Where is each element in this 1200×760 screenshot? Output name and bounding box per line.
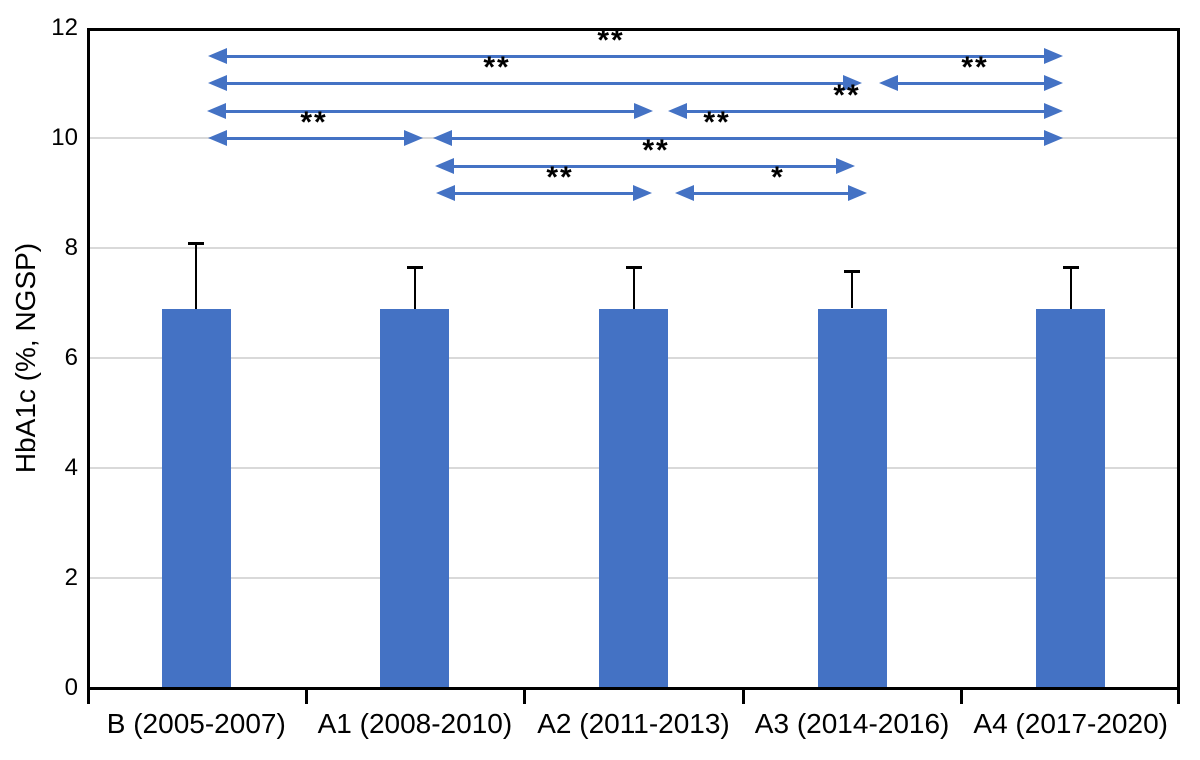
- arrowhead-left-icon: [436, 185, 455, 201]
- significance-label: **: [642, 134, 670, 167]
- error-bar-line: [413, 267, 416, 309]
- x-category-label: A1 (2008-2010): [317, 708, 513, 739]
- error-bar-line: [851, 271, 854, 309]
- arrowhead-right-icon: [843, 75, 862, 91]
- error-bar-cap: [188, 241, 205, 245]
- x-axis-tick: [523, 690, 527, 704]
- significance-arrow-line: [222, 137, 409, 140]
- significance-arrow-line: [682, 110, 1049, 113]
- arrowhead-left-icon: [208, 75, 227, 91]
- arrowhead-left-icon: [435, 158, 454, 174]
- x-axis-tick: [960, 690, 964, 704]
- error-bar-line: [195, 242, 198, 309]
- y-tick-label: 6: [64, 344, 78, 371]
- significance-label: **: [961, 51, 989, 84]
- error-bar-cap: [1062, 266, 1079, 270]
- significance-arrow-line: [450, 192, 638, 195]
- gridline: [90, 247, 1177, 249]
- significance-arrow-line: [447, 137, 1049, 140]
- significance-label: **: [703, 106, 731, 139]
- y-tick-label: 8: [64, 234, 78, 261]
- arrowhead-right-icon: [848, 185, 867, 201]
- arrowhead-right-icon: [1044, 75, 1063, 91]
- arrowhead-right-icon: [1044, 130, 1063, 146]
- y-tick-label: 0: [64, 674, 78, 701]
- significance-arrow-line: [222, 82, 848, 85]
- significance-arrow-line: [893, 82, 1049, 85]
- arrowhead-right-icon: [836, 158, 855, 174]
- x-category-label: A3 (2014-2016): [754, 708, 950, 739]
- significance-arrow-line: [221, 110, 639, 113]
- significance-label: **: [483, 51, 511, 84]
- arrowhead-left-icon: [879, 75, 898, 91]
- error-bar-line: [1069, 267, 1072, 309]
- error-bar-cap: [625, 266, 642, 270]
- significance-label: *: [771, 161, 785, 194]
- bar: [817, 308, 887, 687]
- arrowhead-left-icon: [208, 48, 227, 64]
- x-category-label: A2 (2011-2013): [537, 708, 730, 739]
- x-axis-tick: [1177, 690, 1180, 704]
- significance-arrow-line: [222, 55, 1049, 58]
- arrowhead-right-icon: [634, 103, 653, 119]
- x-axis-tick: [741, 690, 745, 704]
- significance-label: **: [546, 161, 574, 194]
- y-tick-label: 2: [64, 564, 78, 591]
- arrowhead-right-icon: [1044, 48, 1063, 64]
- bar: [1036, 308, 1106, 687]
- arrowhead-left-icon: [433, 130, 452, 146]
- arrowhead-left-icon: [207, 103, 226, 119]
- arrowhead-left-icon: [668, 103, 687, 119]
- arrowhead-right-icon: [404, 130, 423, 146]
- x-axis-tick: [87, 690, 90, 704]
- y-tick-label: 12: [51, 14, 78, 41]
- x-category-label: A4 (2017-2020): [973, 708, 1168, 739]
- x-axis-tick: [304, 690, 308, 704]
- y-tick-label: 10: [51, 124, 78, 151]
- arrowhead-left-icon: [208, 130, 227, 146]
- error-bar-cap: [844, 270, 861, 274]
- arrowhead-right-icon: [1044, 103, 1063, 119]
- error-bar-cap: [406, 266, 423, 270]
- bar: [380, 308, 450, 687]
- x-category-label: B (2005-2007): [106, 708, 286, 739]
- bar: [161, 308, 231, 687]
- significance-label: **: [597, 24, 625, 57]
- bar: [599, 308, 668, 687]
- y-tick-label: 4: [64, 454, 78, 481]
- significance-arrow-line: [449, 165, 841, 168]
- plot-area: [87, 28, 1180, 690]
- significance-label: **: [833, 79, 861, 112]
- arrowhead-left-icon: [675, 185, 694, 201]
- error-bar-line: [632, 267, 635, 309]
- arrowhead-right-icon: [633, 185, 652, 201]
- significance-label: **: [300, 106, 328, 139]
- significance-arrow-line: [689, 192, 853, 195]
